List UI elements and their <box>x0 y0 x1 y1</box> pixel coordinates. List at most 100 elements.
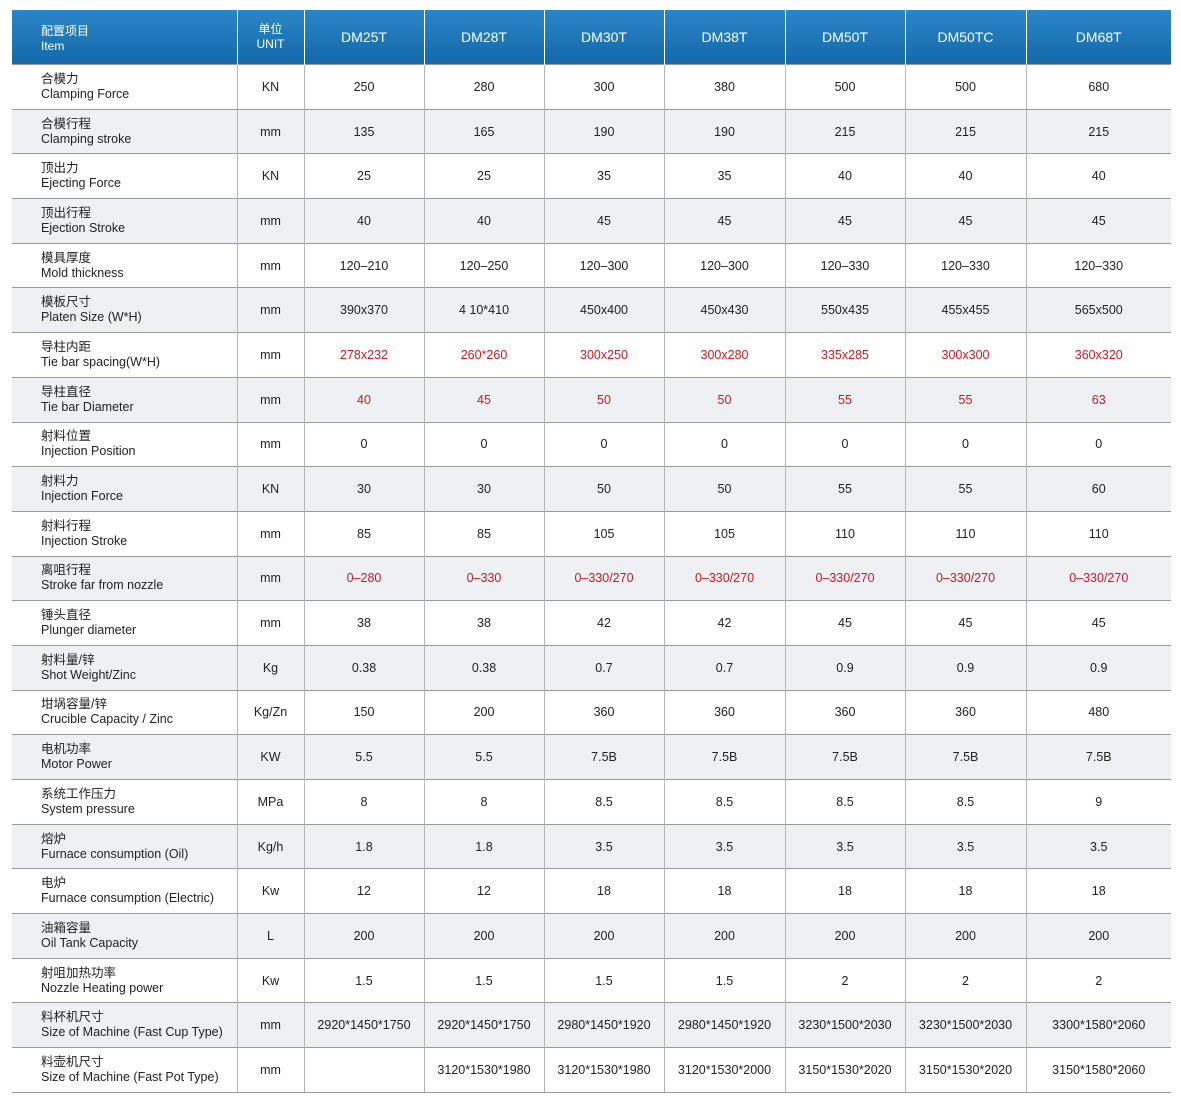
item-cell: 合模力 Clamping Force <box>12 64 237 110</box>
value-cell: 18 <box>663 868 785 914</box>
header-row: 配置项目 Item 单位 UNIT DM25T DM28T DM30T DM38T DM50… <box>12 10 1171 65</box>
item-cn: 油箱容量 <box>41 920 92 935</box>
value-cell: 45 <box>423 376 544 422</box>
value-cell: 3120*1530*1980 <box>543 1047 664 1093</box>
value-cell: 42 <box>543 600 664 646</box>
item-cell: 导柱直径 Tie bar Diameter <box>12 376 237 422</box>
item-cn: 模板尺寸 <box>41 295 92 310</box>
value-cell: 2920*1450*1750 <box>303 1002 424 1048</box>
value-cell: 25 <box>423 153 544 199</box>
value-cell: 63 <box>1025 376 1171 422</box>
value-cell: 7.5B <box>784 734 905 780</box>
item-en: Nozzle Heating power <box>41 980 164 995</box>
unit-cell: mm <box>236 287 304 333</box>
value-cell: 565x500 <box>1025 287 1171 333</box>
value-cell: 85 <box>303 510 424 557</box>
item-cn: 顶出力 <box>41 161 79 176</box>
value-cell: 40 <box>1025 153 1171 199</box>
value-cell: 30 <box>423 466 544 512</box>
item-cell: 料壶机尺寸 Size of Machine (Fast Pot Type) <box>12 1047 237 1093</box>
value-cell: 120–210 <box>303 242 424 288</box>
value-cell: 280 <box>423 64 544 110</box>
value-cell: 0.7 <box>663 644 785 691</box>
value-cell: 12 <box>423 868 544 914</box>
value-cell: 5.5 <box>303 734 424 780</box>
value-cell: 0–330/270 <box>663 555 785 601</box>
item-cn: 熔炉 <box>41 831 67 846</box>
value-cell: 190 <box>663 108 785 154</box>
spec-row: 导柱内距 Tie bar spacing(W*H) mm 278x232 260*260… <box>12 332 1171 378</box>
item-cell: 射料力 Injection Force <box>12 466 237 512</box>
item-en: Furnace consumption (Oil) <box>41 846 189 861</box>
unit-cell: MPa <box>236 779 304 825</box>
item-en: Crucible Capacity / Zinc <box>41 712 173 727</box>
spec-row: 电机功率 Motor Power KW 5.5 5.5 7.5B 7.5B 7.5B 7.5B 7… <box>12 734 1171 780</box>
item-cell: 系统工作压力 System pressure <box>12 779 237 825</box>
unit-cell: KN <box>236 466 304 512</box>
value-cell: 2 <box>784 957 905 1003</box>
unit-en: UNIT <box>256 37 285 51</box>
value-cell: 3150*1580*2060 <box>1025 1047 1171 1093</box>
item-cell: 射料行程 Injection Stroke <box>12 510 237 557</box>
value-cell: 45 <box>1025 600 1171 646</box>
item-cn: 配置项目 <box>41 23 90 38</box>
value-cell: 0 <box>663 421 785 467</box>
spec-row: 系统工作压力 System pressure MPa 8 8 8.5 8.5 8.5 8.5 9 <box>12 779 1171 825</box>
value-cell: 150 <box>303 689 424 735</box>
model-header: DM25T <box>303 10 424 65</box>
item-en: Tie bar Diameter <box>41 399 134 414</box>
value-cell: 45 <box>784 198 905 244</box>
value-cell: 18 <box>904 868 1026 914</box>
item-en: Plunger diameter <box>41 623 137 638</box>
unit-cell: Kw <box>236 868 304 914</box>
item-en: Clamping Force <box>41 86 130 101</box>
spec-row: 油箱容量 Oil Tank Capacity L 200 200 200 200 200 200… <box>12 913 1171 959</box>
unit-cell: Kg <box>236 644 304 691</box>
value-cell: 190 <box>543 108 664 154</box>
value-cell: 45 <box>663 198 785 244</box>
value-cell: 105 <box>543 510 664 557</box>
value-cell: 45 <box>1025 198 1171 244</box>
spec-row: 射料位置 Injection Position mm 0 0 0 0 0 0 0 <box>12 421 1171 467</box>
value-cell: 2 <box>1025 957 1171 1003</box>
item-en: Injection Force <box>41 489 123 504</box>
value-cell: 215 <box>904 108 1026 154</box>
spec-row: 射咀加热功率 Nozzle Heating power Kw 1.5 1.5 1.5 1.5… <box>12 957 1171 1003</box>
value-cell: 50 <box>663 376 785 422</box>
item-cn: 导柱直径 <box>41 384 92 399</box>
value-cell: 2980*1450*1920 <box>543 1002 664 1048</box>
item-cn: 射料量/锌 <box>41 652 95 667</box>
value-cell: 3.5 <box>1025 823 1171 869</box>
value-cell: 3.5 <box>904 823 1026 869</box>
value-cell: 200 <box>423 689 544 735</box>
model-header: DM68T <box>1025 10 1171 65</box>
value-cell: 18 <box>1025 868 1171 914</box>
item-cn: 料杯机尺寸 <box>41 1010 104 1025</box>
item-cn: 电炉 <box>41 876 67 891</box>
value-cell: 120–330 <box>784 242 905 288</box>
value-cell: 550x435 <box>784 287 905 333</box>
value-cell: 50 <box>543 466 664 512</box>
value-cell: 1.5 <box>543 957 664 1003</box>
value-cell: 0–330 <box>423 555 544 601</box>
value-cell: 40 <box>303 376 424 422</box>
value-cell: 0 <box>1025 421 1171 467</box>
value-cell: 25 <box>303 153 424 199</box>
item-cell: 料杯机尺寸 Size of Machine (Fast Cup Type) <box>12 1002 237 1048</box>
value-cell: 2920*1450*1750 <box>423 1002 544 1048</box>
item-en: Mold thickness <box>41 265 124 280</box>
value-cell: 45 <box>543 198 664 244</box>
item-cn: 离咀行程 <box>41 563 92 578</box>
unit-cell: Kg/h <box>236 823 304 869</box>
value-cell: 200 <box>1025 913 1171 959</box>
value-cell: 200 <box>663 913 785 959</box>
unit-cell: Kg/Zn <box>236 689 304 735</box>
value-cell: 105 <box>663 510 785 557</box>
item-en: Tie bar spacing(W*H) <box>41 354 161 369</box>
value-cell: 1.5 <box>303 957 424 1003</box>
value-cell: 250 <box>303 64 424 110</box>
item-en: Stroke far from nozzle <box>41 578 164 593</box>
value-cell: 300x250 <box>543 332 664 378</box>
value-cell: 215 <box>1025 108 1171 154</box>
